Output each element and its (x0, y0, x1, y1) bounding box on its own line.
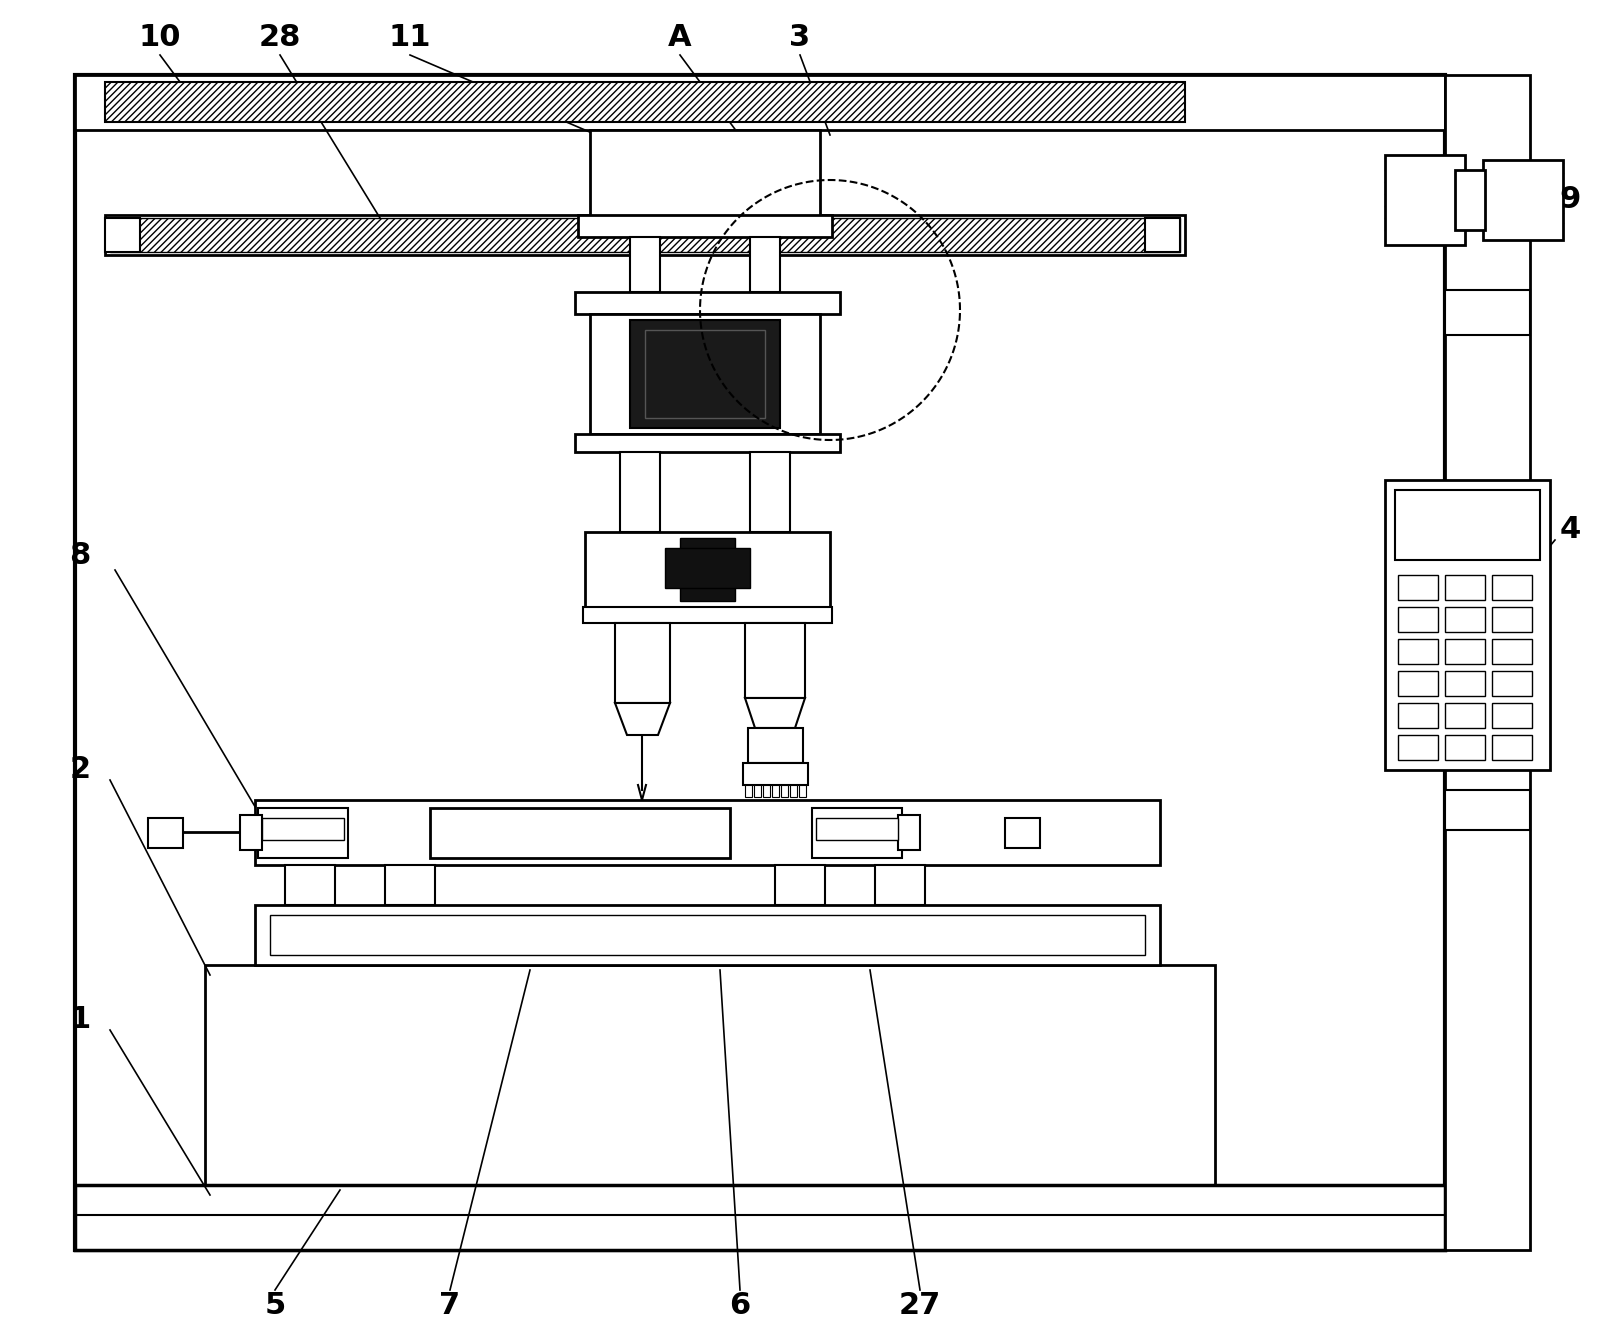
Bar (1395, 490, 1541, 560)
Text: 6: 6 (729, 1291, 751, 1319)
Bar (148, 818, 183, 848)
Bar (782, 785, 788, 797)
Bar (1444, 639, 1485, 664)
Bar (631, 237, 660, 292)
Bar (815, 818, 899, 840)
Bar (1398, 671, 1438, 696)
Bar (899, 815, 920, 850)
Text: 8: 8 (69, 541, 90, 569)
Bar (1444, 574, 1485, 600)
Bar (1493, 671, 1533, 696)
Bar (104, 82, 1184, 122)
Bar (1398, 607, 1438, 632)
Bar (743, 763, 807, 785)
Bar (286, 865, 335, 905)
Bar (75, 1185, 1444, 1251)
Text: A: A (668, 24, 692, 52)
Text: 9: 9 (1560, 186, 1581, 214)
Text: 2: 2 (69, 755, 90, 785)
Text: 11: 11 (388, 24, 432, 52)
Text: 5: 5 (265, 1291, 286, 1319)
Bar (1385, 479, 1550, 770)
Bar (591, 130, 820, 220)
Text: 7: 7 (440, 1291, 461, 1319)
Bar (1493, 703, 1533, 728)
Bar (1385, 155, 1465, 245)
Text: 1: 1 (69, 1006, 90, 1035)
Bar (615, 623, 669, 703)
Bar (104, 216, 1184, 254)
Text: 27: 27 (899, 1291, 941, 1319)
Bar (205, 965, 1215, 1185)
Bar (745, 623, 806, 698)
Bar (812, 807, 902, 858)
Bar (664, 548, 750, 588)
Polygon shape (615, 703, 669, 735)
Bar (385, 865, 435, 905)
Bar (262, 818, 343, 840)
Bar (1493, 607, 1533, 632)
Bar (1444, 671, 1485, 696)
Polygon shape (745, 698, 806, 728)
Bar (270, 915, 1144, 955)
Bar (578, 216, 831, 237)
Bar (584, 532, 830, 607)
Text: 3: 3 (790, 24, 811, 52)
Bar (762, 785, 770, 797)
Bar (1398, 735, 1438, 761)
Bar (241, 815, 262, 850)
Bar (75, 75, 1444, 130)
Bar (750, 453, 790, 532)
Bar (754, 785, 761, 797)
Bar (1444, 291, 1530, 335)
Bar (583, 607, 831, 623)
Bar (1444, 790, 1530, 830)
Bar (75, 75, 1444, 1251)
Bar (591, 315, 820, 434)
Bar (111, 218, 1180, 252)
Bar (790, 785, 798, 797)
Text: 4: 4 (1560, 516, 1581, 545)
Bar (645, 329, 766, 418)
Bar (1444, 703, 1485, 728)
Bar (875, 865, 924, 905)
Bar (631, 320, 780, 428)
Bar (430, 807, 730, 858)
Bar (1493, 574, 1533, 600)
Bar (1444, 607, 1485, 632)
Bar (1144, 218, 1180, 252)
Bar (1456, 170, 1485, 230)
Bar (775, 865, 825, 905)
Bar (1398, 703, 1438, 728)
Bar (258, 807, 348, 858)
Bar (772, 785, 778, 797)
Bar (1444, 75, 1530, 1251)
Bar (1493, 735, 1533, 761)
Bar (104, 218, 140, 252)
Bar (681, 538, 735, 601)
Bar (750, 237, 780, 292)
Bar (620, 453, 660, 532)
Bar (1444, 735, 1485, 761)
Bar (748, 728, 802, 763)
Bar (1398, 639, 1438, 664)
Bar (575, 292, 839, 315)
Bar (255, 905, 1160, 965)
Bar (1005, 818, 1040, 848)
Bar (255, 799, 1160, 865)
Bar (1483, 159, 1563, 240)
Text: 10: 10 (138, 24, 181, 52)
Bar (1493, 639, 1533, 664)
Bar (575, 434, 839, 453)
Bar (799, 785, 806, 797)
Text: 28: 28 (258, 24, 302, 52)
Bar (1398, 574, 1438, 600)
Bar (745, 785, 753, 797)
